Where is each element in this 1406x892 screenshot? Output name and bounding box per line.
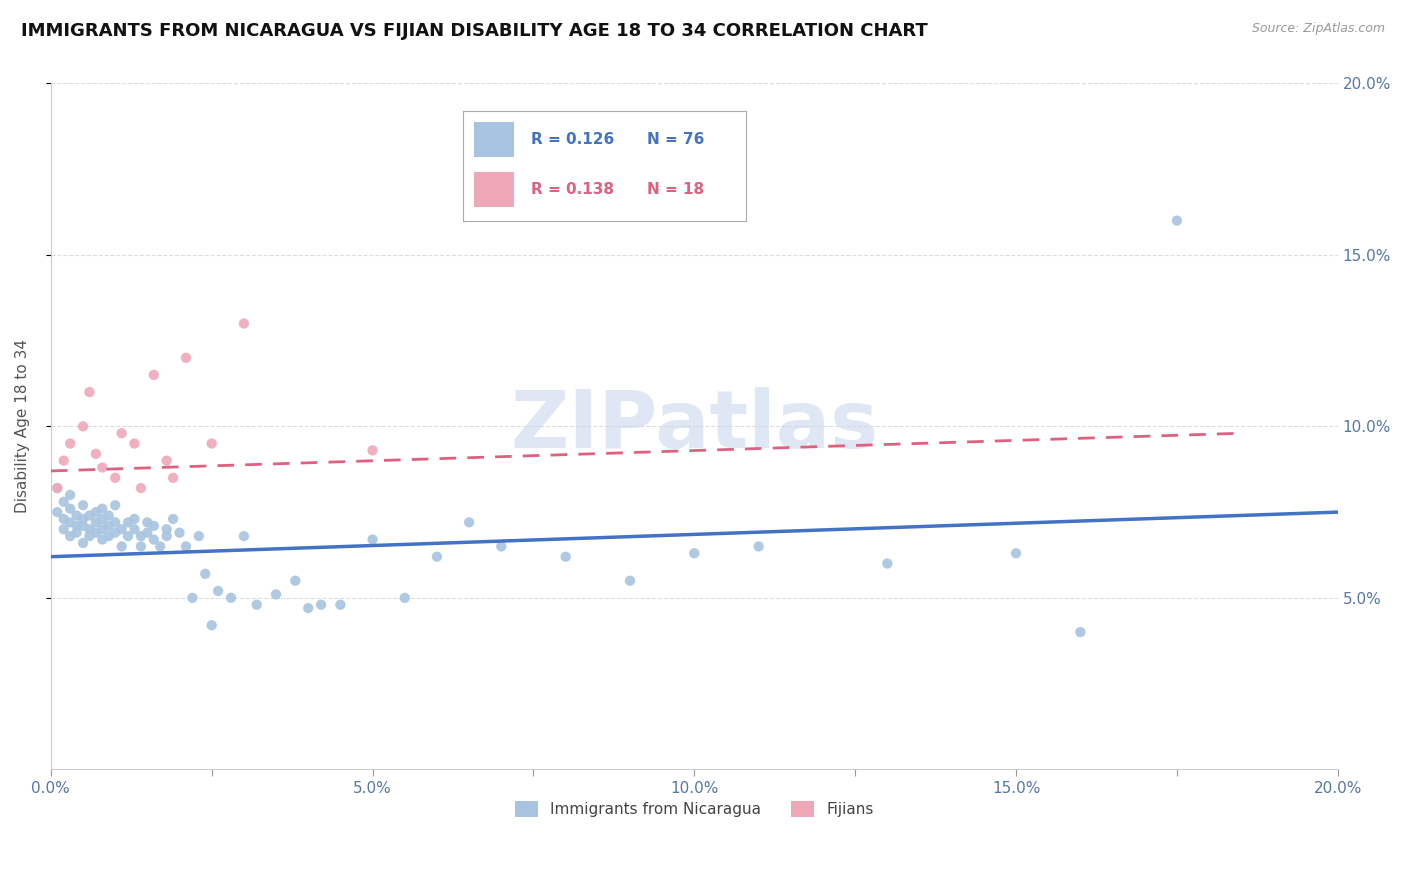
Point [136,525,159,540]
Point [246,598,269,612]
Point [156,522,179,536]
Point [174,540,197,554]
Point [142,518,165,533]
Point [110,426,132,441]
Point [181,591,204,605]
Point [65,518,87,533]
Point [91,533,114,547]
Point [394,591,416,605]
Point [104,498,127,512]
Point [129,540,152,554]
Point [117,516,139,530]
Point [491,540,513,554]
Point [97,518,120,533]
Point [683,546,706,560]
Point [162,471,184,485]
Point [142,368,165,382]
Point [91,512,114,526]
Point [84,447,107,461]
Point [297,601,319,615]
Point [52,522,75,536]
Point [194,566,217,581]
Point [232,529,254,543]
Legend: Immigrants from Nicaragua, Fijians: Immigrants from Nicaragua, Fijians [509,795,880,823]
Point [142,533,165,547]
Point [72,498,94,512]
Point [174,351,197,365]
Point [104,516,127,530]
Point [46,481,69,495]
Point [84,516,107,530]
Point [124,436,146,450]
Point [79,529,101,543]
Point [72,419,94,434]
Point [59,501,82,516]
Point [284,574,307,588]
Point [91,501,114,516]
Point [156,529,179,543]
Point [129,481,152,495]
Point [136,516,159,530]
Point [232,317,254,331]
Point [361,533,384,547]
Point [104,525,127,540]
Point [79,522,101,536]
Point [162,512,184,526]
Point [554,549,576,564]
Point [329,598,352,612]
Point [72,518,94,533]
Point [104,471,127,485]
Point [52,453,75,467]
Point [748,540,770,554]
Point [207,584,229,599]
Point [458,516,481,530]
Text: Source: ZipAtlas.com: Source: ZipAtlas.com [1251,22,1385,36]
Point [59,488,82,502]
Point [156,453,179,467]
Point [59,516,82,530]
Point [201,618,224,632]
Text: ZIPatlas: ZIPatlas [510,387,879,466]
Point [187,529,209,543]
Point [97,529,120,543]
Point [124,522,146,536]
Y-axis label: Disability Age 18 to 34: Disability Age 18 to 34 [15,339,30,514]
Point [59,436,82,450]
Point [46,481,69,495]
Point [619,574,641,588]
Point [149,540,172,554]
Text: IMMIGRANTS FROM NICARAGUA VS FIJIAN DISABILITY AGE 18 TO 34 CORRELATION CHART: IMMIGRANTS FROM NICARAGUA VS FIJIAN DISA… [21,22,928,40]
Point [79,385,101,400]
Point [84,505,107,519]
Point [72,512,94,526]
Point [59,529,82,543]
Point [91,522,114,536]
Point [79,508,101,523]
Point [72,536,94,550]
Point [97,508,120,523]
Point [91,460,114,475]
Point [876,557,898,571]
Point [1069,625,1091,640]
Point [124,512,146,526]
Point [264,587,287,601]
Point [52,512,75,526]
Point [169,525,191,540]
Point [309,598,332,612]
Point [361,443,384,458]
Point [52,495,75,509]
Point [65,508,87,523]
Point [219,591,242,605]
Point [426,549,449,564]
Point [110,540,132,554]
Point [129,529,152,543]
Point [46,505,69,519]
Point [110,522,132,536]
Point [65,525,87,540]
Point [1166,213,1188,227]
Point [84,525,107,540]
Point [201,436,224,450]
Point [1005,546,1028,560]
Point [117,529,139,543]
